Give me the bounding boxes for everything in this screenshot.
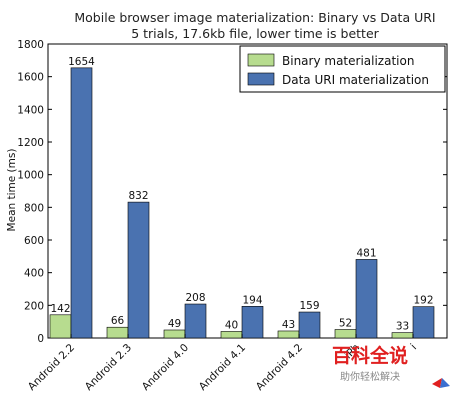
watermark-logo-text: 百科全说 xyxy=(332,344,408,367)
bar-data-uri xyxy=(70,67,93,339)
data-label: 142 xyxy=(50,303,70,315)
watermark: 百科全说 助你轻松解决 xyxy=(332,344,450,388)
chart-subtitle: 5 trials, 17.6kb file, lower time is bet… xyxy=(131,26,379,41)
y-tick-label: 600 xyxy=(24,235,44,247)
y-tick-label: 1400 xyxy=(17,104,44,116)
y-tick-label: 0 xyxy=(37,333,44,345)
data-label: 66 xyxy=(111,315,125,327)
data-label: 208 xyxy=(185,292,205,304)
y-tick-label: 800 xyxy=(24,202,44,214)
data-label: 52 xyxy=(339,318,352,330)
bar-data-uri xyxy=(184,303,207,339)
data-label: 159 xyxy=(299,300,319,312)
watermark-logo-icon xyxy=(432,378,450,388)
x-tick-label: Android 4.1 xyxy=(197,342,248,393)
legend-swatch xyxy=(247,53,275,67)
data-label: 1654 xyxy=(68,56,95,68)
y-tick-label: 200 xyxy=(24,300,44,312)
y-tick-label: 1600 xyxy=(17,72,44,84)
legend-label: Data URI materialization xyxy=(282,73,429,87)
bar-binary xyxy=(106,326,129,339)
bar-data-uri xyxy=(241,306,264,339)
y-tick-label: 400 xyxy=(24,268,44,280)
bar-binary xyxy=(391,332,414,339)
bar-binary xyxy=(49,314,72,339)
data-label: 481 xyxy=(356,247,376,259)
data-label: 43 xyxy=(282,319,295,331)
x-tick-label: Android 2.2 xyxy=(26,342,77,393)
data-label: 40 xyxy=(225,319,238,331)
data-label: 192 xyxy=(413,295,433,307)
y-tick-label: 1200 xyxy=(17,137,44,149)
legend-label: Binary materialization xyxy=(282,54,414,68)
bar-data-uri xyxy=(412,306,435,339)
data-label: 33 xyxy=(396,321,409,333)
x-tick-label: Android 4.2 xyxy=(254,342,305,393)
chart-title: Mobile browser image materialization: Bi… xyxy=(74,10,435,25)
data-label: 832 xyxy=(128,190,148,202)
x-tick-label: Android 2.3 xyxy=(83,342,134,393)
x-tick-label: i xyxy=(409,342,420,353)
data-label: 49 xyxy=(168,318,181,330)
bar-binary xyxy=(163,329,186,339)
legend: Binary materialization Data URI materiali… xyxy=(239,45,446,93)
bar-data-uri xyxy=(355,259,378,339)
watermark-subtitle: 助你轻松解决 xyxy=(340,370,400,383)
data-label: 194 xyxy=(242,294,262,306)
bar-binary xyxy=(334,329,357,339)
bar-binary xyxy=(220,331,243,339)
y-tick-label: 1000 xyxy=(17,170,44,182)
y-axis-label: Mean time (ms) xyxy=(6,149,18,232)
legend-swatch xyxy=(247,72,275,86)
bar-data-uri xyxy=(127,201,150,339)
y-tick-label: 1800 xyxy=(17,39,44,51)
bar-binary xyxy=(277,330,300,339)
bar-data-uri xyxy=(298,311,321,339)
x-tick-label: Android 4.0 xyxy=(140,342,191,393)
